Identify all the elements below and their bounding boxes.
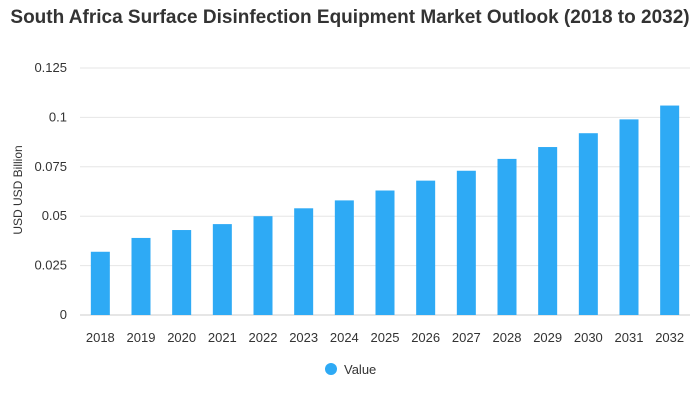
bar-2030[interactable] xyxy=(578,133,598,315)
bar-2021[interactable] xyxy=(212,224,232,315)
x-tick-label: 2019 xyxy=(127,330,156,345)
bar-2025[interactable] xyxy=(375,190,395,315)
bar-2032[interactable] xyxy=(660,105,680,315)
y-axis-ticks: 0 0.025 0.05 0.075 0.1 0.125 xyxy=(34,60,67,322)
x-tick-label: 2025 xyxy=(371,330,400,345)
x-tick-label: 2018 xyxy=(86,330,115,345)
y-tick-label: 0.125 xyxy=(34,60,67,75)
x-tick-label: 2030 xyxy=(574,330,603,345)
bar-2023[interactable] xyxy=(294,208,314,315)
bar-2031[interactable] xyxy=(619,119,639,315)
legend[interactable]: Value xyxy=(325,362,376,377)
bar-2024[interactable] xyxy=(334,200,354,315)
bar-2018[interactable] xyxy=(90,251,110,315)
y-tick-label: 0 xyxy=(60,307,67,322)
bars xyxy=(90,105,680,315)
y-tick-label: 0.025 xyxy=(34,258,67,273)
bar-2029[interactable] xyxy=(538,147,558,315)
bar-2028[interactable] xyxy=(497,158,517,315)
legend-swatch-value xyxy=(325,363,337,375)
x-axis-ticks: 2018 2019 2020 2021 2022 2023 2024 2025 2026 2027… xyxy=(86,330,684,345)
y-tick-label: 0.075 xyxy=(34,159,67,174)
y-axis-label: USD USD Billion xyxy=(11,145,25,234)
bar-2022[interactable] xyxy=(253,216,273,315)
x-tick-label: 2023 xyxy=(289,330,318,345)
x-tick-label: 2026 xyxy=(411,330,440,345)
x-tick-label: 2021 xyxy=(208,330,237,345)
bar-2026[interactable] xyxy=(416,180,436,315)
bar-2020[interactable] xyxy=(172,230,192,315)
x-tick-label: 2027 xyxy=(452,330,481,345)
x-tick-label: 2028 xyxy=(493,330,522,345)
x-tick-label: 2029 xyxy=(533,330,562,345)
x-tick-label: 2020 xyxy=(167,330,196,345)
bar-2019[interactable] xyxy=(131,237,151,315)
chart-title: South Africa Surface Disinfection Equipm… xyxy=(10,7,690,28)
y-tick-label: 0.05 xyxy=(42,208,67,223)
x-tick-label: 2032 xyxy=(655,330,684,345)
x-tick-label: 2031 xyxy=(615,330,644,345)
x-tick-label: 2024 xyxy=(330,330,359,345)
y-tick-label: 0.1 xyxy=(49,109,67,124)
legend-label-value: Value xyxy=(344,362,376,377)
x-tick-label: 2022 xyxy=(249,330,278,345)
bar-2027[interactable] xyxy=(456,170,476,315)
